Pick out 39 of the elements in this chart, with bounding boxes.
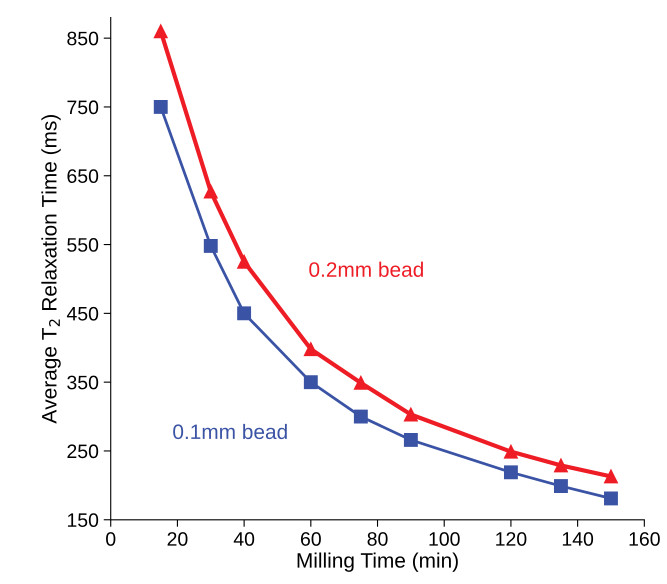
y-tick-label: 850 (67, 32, 98, 46)
point (604, 491, 618, 506)
y-tick-label: 550 (67, 238, 98, 252)
x-tick-label: 60 (300, 532, 321, 546)
point (154, 24, 168, 38)
x-tick-label: 0 (106, 532, 116, 546)
x-axis-title: Milling Time (min) (298, 552, 458, 572)
y-tick-label: 350 (67, 376, 98, 390)
x-tick-label: 160 (630, 532, 660, 546)
y-tick-label: 650 (67, 169, 98, 183)
point (354, 376, 368, 390)
point (304, 342, 318, 356)
x-tick-label: 40 (234, 532, 254, 546)
point (504, 444, 518, 459)
point (304, 375, 318, 390)
x-tick-label: 80 (368, 532, 388, 546)
point (204, 238, 218, 253)
text: 0.2mm bead (309, 262, 423, 277)
y-axis-title: Average T$_{2}$ Relaxation Time (ms) (41, 115, 61, 424)
x-tick-label: 100 (429, 532, 460, 546)
x-tick-label: 20 (168, 532, 188, 546)
point (554, 479, 568, 493)
point (204, 184, 218, 199)
y-tick-label: 450 (66, 306, 98, 321)
point (404, 433, 418, 447)
point (354, 410, 368, 424)
point (604, 469, 618, 484)
y-tick-label: 150 (68, 513, 98, 527)
point (237, 254, 252, 269)
y-tick-label: 250 (67, 444, 98, 458)
point (154, 100, 168, 114)
point (237, 306, 252, 320)
point (404, 408, 418, 422)
point (554, 458, 568, 472)
y-tick-label: 750 (67, 100, 98, 114)
x-tick-label: 140 (562, 532, 594, 546)
series-label: 0.1mm bead (173, 424, 287, 440)
x-tick-label: 120 (496, 532, 526, 546)
point (504, 465, 518, 480)
